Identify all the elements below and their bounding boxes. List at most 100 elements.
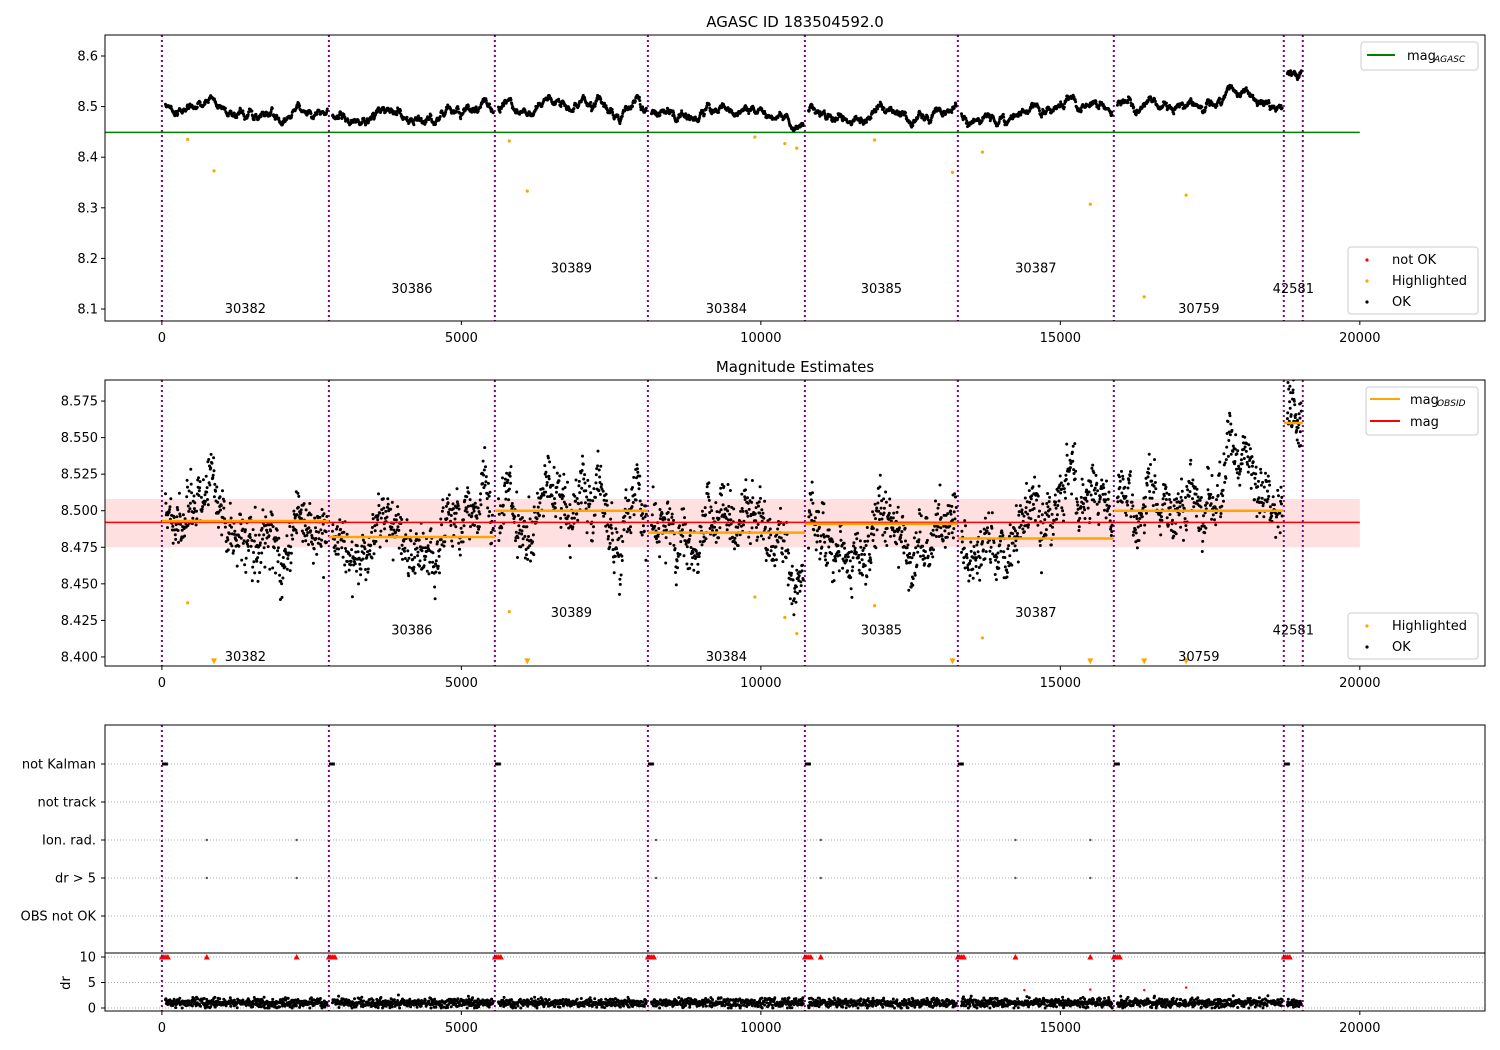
ok-point xyxy=(403,549,406,553)
ok-point xyxy=(553,501,557,505)
ok-point xyxy=(240,558,244,562)
ok-point xyxy=(629,107,633,111)
ok-point xyxy=(594,481,598,485)
ok-point xyxy=(439,517,443,521)
ok-point xyxy=(373,529,377,533)
ok-point xyxy=(833,555,837,558)
ok-point xyxy=(337,116,341,120)
ok-point xyxy=(439,538,443,541)
ok-point xyxy=(759,496,762,500)
ok-point xyxy=(456,107,460,111)
ok-point xyxy=(516,536,520,540)
ok-point xyxy=(1010,563,1014,567)
ok-point xyxy=(794,585,798,589)
ok-point xyxy=(943,529,947,533)
ok-point xyxy=(243,528,247,532)
ok-point xyxy=(344,570,348,574)
ok-point xyxy=(609,526,613,530)
highlighted-point xyxy=(753,135,757,139)
ok-point xyxy=(914,531,918,535)
ok-point xyxy=(425,549,429,553)
ok-point xyxy=(166,513,170,517)
ok-point xyxy=(1017,510,1021,514)
ok-point xyxy=(720,493,723,497)
ok-point xyxy=(680,528,684,532)
ok-point xyxy=(877,494,881,498)
ok-point xyxy=(538,513,541,517)
ok-point xyxy=(796,591,800,595)
ok-point xyxy=(622,528,626,532)
ok-point xyxy=(322,576,326,579)
ok-point xyxy=(198,480,202,484)
ok-point xyxy=(871,526,875,530)
ok-point xyxy=(864,544,868,547)
ok-point xyxy=(874,110,878,114)
ok-point xyxy=(807,546,810,550)
ok-point xyxy=(1012,549,1016,553)
ok-point xyxy=(449,524,453,527)
ok-point xyxy=(371,517,375,521)
ok-point xyxy=(171,524,175,528)
ok-point xyxy=(392,528,396,532)
ok-point xyxy=(598,481,602,484)
ok-point xyxy=(1006,547,1010,551)
ok-point xyxy=(1064,477,1068,481)
ok-point xyxy=(503,484,506,488)
ok-point xyxy=(598,492,602,496)
ok-point xyxy=(454,511,458,515)
ok-point xyxy=(394,514,398,517)
ok-point xyxy=(908,560,912,564)
ok-point xyxy=(274,571,277,575)
ok-point xyxy=(983,557,987,561)
ok-point xyxy=(514,539,517,543)
ok-point xyxy=(517,531,521,535)
ok-point xyxy=(853,546,857,550)
ok-point xyxy=(231,551,235,555)
ok-point xyxy=(613,554,617,558)
ok-point xyxy=(774,545,778,549)
ok-point xyxy=(1037,106,1041,110)
ok-point xyxy=(382,506,386,510)
ok-point xyxy=(470,511,474,515)
ok-point xyxy=(576,518,580,522)
ok-point xyxy=(813,516,817,520)
ok-point xyxy=(371,111,375,115)
ok-point xyxy=(740,507,744,510)
ok-point xyxy=(666,500,670,504)
ok-point xyxy=(186,524,190,527)
ok-point xyxy=(1029,497,1033,501)
ok-point xyxy=(277,553,281,557)
ok-point xyxy=(723,512,727,516)
ok-point xyxy=(325,515,329,518)
ok-point xyxy=(908,552,912,555)
ok-point xyxy=(637,483,641,487)
ok-point xyxy=(181,513,185,517)
ok-point xyxy=(256,579,260,583)
ok-point xyxy=(482,486,486,490)
ok-point xyxy=(876,501,880,505)
ok-point xyxy=(251,528,255,532)
ok-point xyxy=(270,523,273,527)
ok-point xyxy=(964,116,968,120)
ok-point xyxy=(366,567,370,571)
ok-point xyxy=(500,511,504,515)
ok-point xyxy=(581,454,584,458)
ok-point xyxy=(791,578,795,582)
ok-point xyxy=(1225,89,1229,93)
ok-point xyxy=(664,561,668,565)
ok-point xyxy=(477,510,481,514)
ok-point xyxy=(949,509,953,513)
ok-point xyxy=(867,552,871,556)
ok-point xyxy=(725,528,729,532)
ok-point xyxy=(974,565,978,568)
ok-point xyxy=(389,507,393,511)
ok-point xyxy=(270,513,274,517)
ok-point xyxy=(449,514,453,517)
ok-point xyxy=(758,485,762,489)
ok-point xyxy=(510,102,514,106)
ok-point xyxy=(878,518,881,521)
ok-point xyxy=(813,533,817,537)
ok-point xyxy=(201,505,205,509)
ok-point xyxy=(365,553,369,557)
ok-point xyxy=(1043,518,1047,522)
